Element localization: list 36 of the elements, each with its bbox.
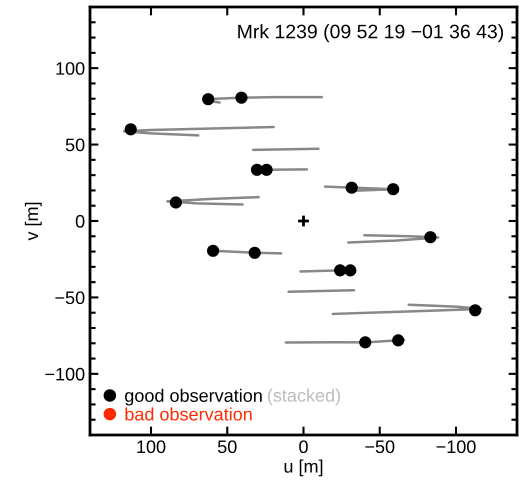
y-tick-label: 100 <box>56 62 84 75</box>
x-tick-label: −100 <box>436 440 476 454</box>
point <box>387 183 400 196</box>
point <box>260 164 273 176</box>
point <box>248 246 261 259</box>
x-tick-label: 100 <box>137 440 166 454</box>
point <box>359 336 372 348</box>
y-axis-title: v [m] <box>24 202 42 240</box>
line-series <box>166 196 260 206</box>
text: Mrk 1239 (09 52 19 −01 36 43) <box>238 24 504 42</box>
point <box>206 244 220 257</box>
point <box>235 92 248 104</box>
point <box>424 231 436 244</box>
point <box>202 93 214 106</box>
point <box>346 182 358 194</box>
annotation: (stacked) <box>268 388 340 406</box>
y-tick-label: 50 <box>66 138 84 152</box>
point <box>334 264 346 276</box>
legend-label: bad observation <box>125 407 252 421</box>
x-tick-label: −50 <box>365 440 394 454</box>
y-tick-label: −50 <box>55 291 84 304</box>
point <box>250 164 264 176</box>
point <box>392 334 404 346</box>
x-axis-title: u [m] <box>284 459 322 476</box>
line-series <box>347 234 440 244</box>
point <box>296 214 310 228</box>
x-tick-label: 0 <box>299 440 308 454</box>
point <box>469 304 482 316</box>
point <box>124 123 137 136</box>
legend-label: good observation <box>125 388 262 406</box>
point <box>344 264 356 276</box>
y-tick-label: −100 <box>45 368 84 381</box>
x-tick-label: 50 <box>218 440 237 454</box>
line-series <box>332 304 482 316</box>
point <box>170 196 182 209</box>
y-tick-label: 0 <box>76 214 84 228</box>
